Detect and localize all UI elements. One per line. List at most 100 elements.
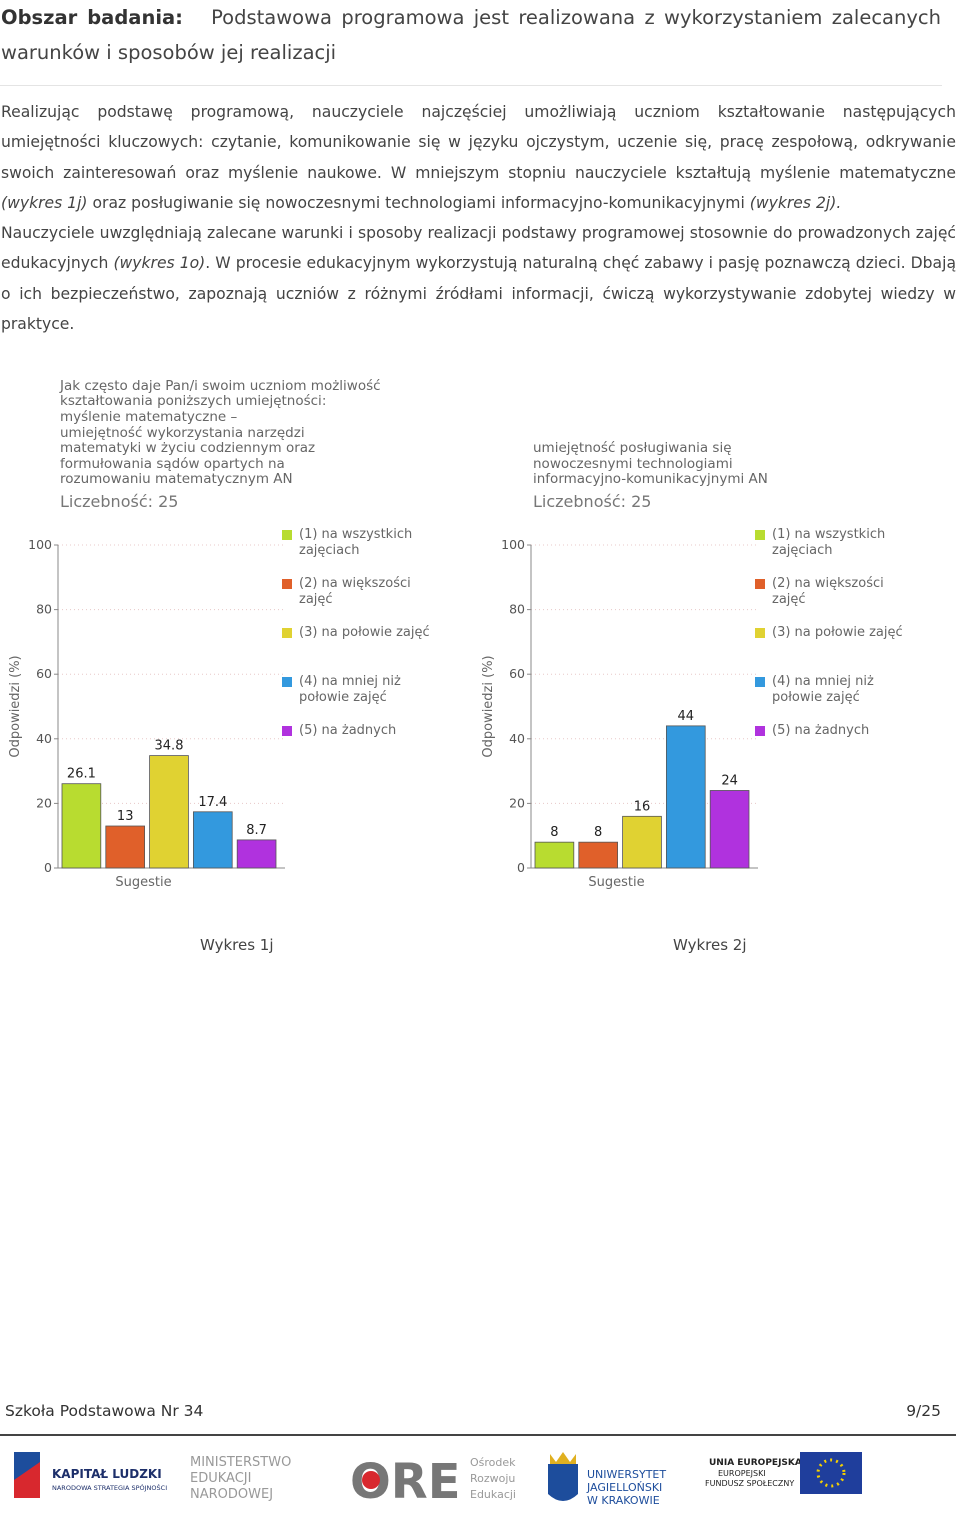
legend-label: (4) na mniej niż połowie zajęć (772, 674, 874, 705)
logo-text: JAGIELLOŃSKI (586, 1481, 662, 1494)
legend-label: (5) na żadnych (299, 723, 397, 738)
data-label: 13 (117, 809, 134, 824)
logo-text: FUNDUSZ SPOŁECZNY (705, 1479, 794, 1488)
legend-swatch (282, 628, 292, 638)
logo-uj: UNIWERSYTET JAGIELLOŃSKI W KRAKOWIE (548, 1452, 666, 1507)
logo-text: Rozwoju (470, 1472, 515, 1485)
logo-text: NARODOWEJ (190, 1487, 273, 1502)
chart-subtitle: Liczebność: 25 (60, 492, 179, 511)
data-label: 16 (634, 799, 651, 814)
y-axis-label: Odpowiedzi (%) (481, 655, 496, 757)
legend-label: (2) na większości zajęć (772, 576, 884, 607)
logo-kapital-ludzki: KAPITAŁ LUDZKI NARODOWA STRATEGIA SPÓJNO… (14, 1452, 167, 1498)
data-label: 34.8 (155, 739, 184, 754)
legend-label: (1) na wszystkich zajęciach (299, 527, 413, 558)
text-run: Nauczyciele uwzględniają zalecane warunk… (1, 224, 956, 273)
header-title: Podstawowa programowa jest realizowana z… (1, 6, 941, 64)
footer-school: Szkoła Podstawowa Nr 34 (5, 1402, 204, 1420)
logo-text: Ośrodek (470, 1456, 516, 1469)
text-run: . W procesie edukacyjnym wykorzystują na… (1, 254, 956, 334)
logo-ue: UNIA EUROPEJSKA EUROPEJSKI FUNDUSZ SPOŁE… (705, 1452, 862, 1494)
bar (61, 783, 102, 869)
logo-text: UNIWERSYTET (587, 1468, 666, 1481)
data-label: 17.4 (198, 795, 227, 810)
footer-page: 9/25 (906, 1402, 941, 1420)
legend-swatch (282, 579, 292, 589)
y-tick-label: 100 (501, 537, 525, 552)
bar (192, 811, 233, 869)
data-label: 8 (550, 825, 558, 840)
logo-text: KAPITAŁ LUDZKI (52, 1467, 162, 1481)
logo-text: W KRAKOWIE (587, 1494, 660, 1507)
bar (578, 841, 619, 869)
logo-text: NARODOWA STRATEGIA SPÓJNOŚCI (52, 1483, 167, 1492)
bar (236, 839, 277, 869)
chart-title-line: umiejętność wykorzystania narzędzi (60, 424, 305, 441)
logo-flag (800, 1452, 862, 1494)
logo-men: MINISTERSTWO EDUKACJI NARODOWEJ (190, 1455, 291, 1502)
bar (105, 825, 146, 869)
data-label: 44 (678, 709, 695, 724)
chart-title: umiejętność posługiwania się nowoczesnymi… (533, 441, 933, 488)
chart-caption: Wykres 2j (673, 936, 747, 954)
bar (534, 841, 575, 869)
legend-swatch (282, 677, 292, 687)
chart: 0 20 40 60 80 100 Odpowiedzi (%) Sugestie 26.1 13… (0, 370, 473, 970)
text-run: (wykres 1j) (1, 193, 88, 212)
chart: 0 20 40 60 80 100 Odpowiedzi (%) Sugestie 8 8 16 44… (473, 370, 946, 970)
logo-ore: ORE Ośrodek Rozwoju Edukacji (350, 1454, 516, 1510)
x-tick-label: Sugestie (588, 875, 644, 890)
chart-title-line: kształtowania poniższych umiejętności: (60, 393, 327, 410)
y-tick-label: 40 (509, 731, 525, 746)
y-tick-label: 20 (36, 795, 52, 810)
chart-plot: 0 20 40 60 80 100 Odpowiedzi (%) Sugestie 26.1 13… (8, 530, 292, 890)
legend-swatch (755, 628, 765, 638)
logo-text: MINISTERSTWO (190, 1455, 291, 1470)
logo-shape (550, 1452, 576, 1464)
text-run: (wykres 2j). (749, 193, 842, 212)
chart-title-line: matematyki w życiu codziennym oraz (60, 440, 316, 457)
text-run: oraz posługiwanie się nowoczesnymi techn… (87, 193, 750, 212)
legend-swatch (282, 726, 292, 736)
y-tick-label: 80 (36, 602, 52, 617)
data-label: 8 (594, 825, 602, 840)
y-tick-label: 0 (44, 860, 52, 875)
y-tick-label: 60 (509, 666, 525, 681)
legend-label: (3) na połowie zajęć (299, 625, 430, 640)
x-tick-label: Sugestie (115, 875, 171, 890)
legend-label: (2) na większości zajęć (299, 576, 411, 607)
logos: KAPITAŁ LUDZKI NARODOWA STRATEGIA SPÓJNO… (14, 1452, 862, 1510)
y-tick-label: 20 (509, 795, 525, 810)
logo-stars (816, 1458, 846, 1488)
chart-title: Jak często daje Pan/i swoim uczniom możl… (60, 377, 460, 488)
logo-text: Edukacji (470, 1488, 516, 1501)
logo-text: EDUKACJI (190, 1471, 251, 1486)
chart-title-line: informacyjno-komunikacyjnymi AN (533, 471, 768, 488)
body-text: Realizując podstawę programową, nauczyci… (1, 97, 956, 339)
bar (149, 755, 189, 869)
y-tick-label: 60 (36, 666, 52, 681)
footer-line (0, 1434, 956, 1436)
legend-label: (1) na wszystkich zajęciach (772, 527, 886, 558)
legend-swatch (755, 579, 765, 589)
data-label: 8.7 (246, 823, 267, 838)
bar (665, 725, 706, 869)
legend-label: (3) na połowie zajęć (772, 625, 903, 640)
bar (622, 815, 662, 869)
chart-plot: 0 20 40 60 80 100 Odpowiedzi (%) Sugestie 8 8 16 44… (481, 530, 765, 890)
logo-text: UNIA EUROPEJSKA (709, 1458, 802, 1468)
separator (0, 85, 942, 86)
logo-shape (548, 1464, 578, 1501)
chart-title-line: formułowania sądów opartych na (60, 455, 285, 472)
bar (709, 790, 750, 869)
chart-subtitle: Liczebność: 25 (533, 492, 652, 511)
chart-title-line: umiejętność posługiwania się (533, 440, 732, 457)
paragraph: Realizując podstawę programową, nauczyci… (1, 97, 956, 218)
chart-caption: Wykres 1j (200, 936, 274, 954)
logo-shape (14, 1462, 40, 1498)
legend-label: (5) na żadnych (772, 723, 870, 738)
header-label: Obszar badania: (1, 6, 183, 29)
legend-swatch (755, 530, 765, 540)
chart-title-line: Jak często daje Pan/i swoim uczniom możl… (60, 377, 381, 394)
y-tick-label: 0 (517, 860, 525, 875)
